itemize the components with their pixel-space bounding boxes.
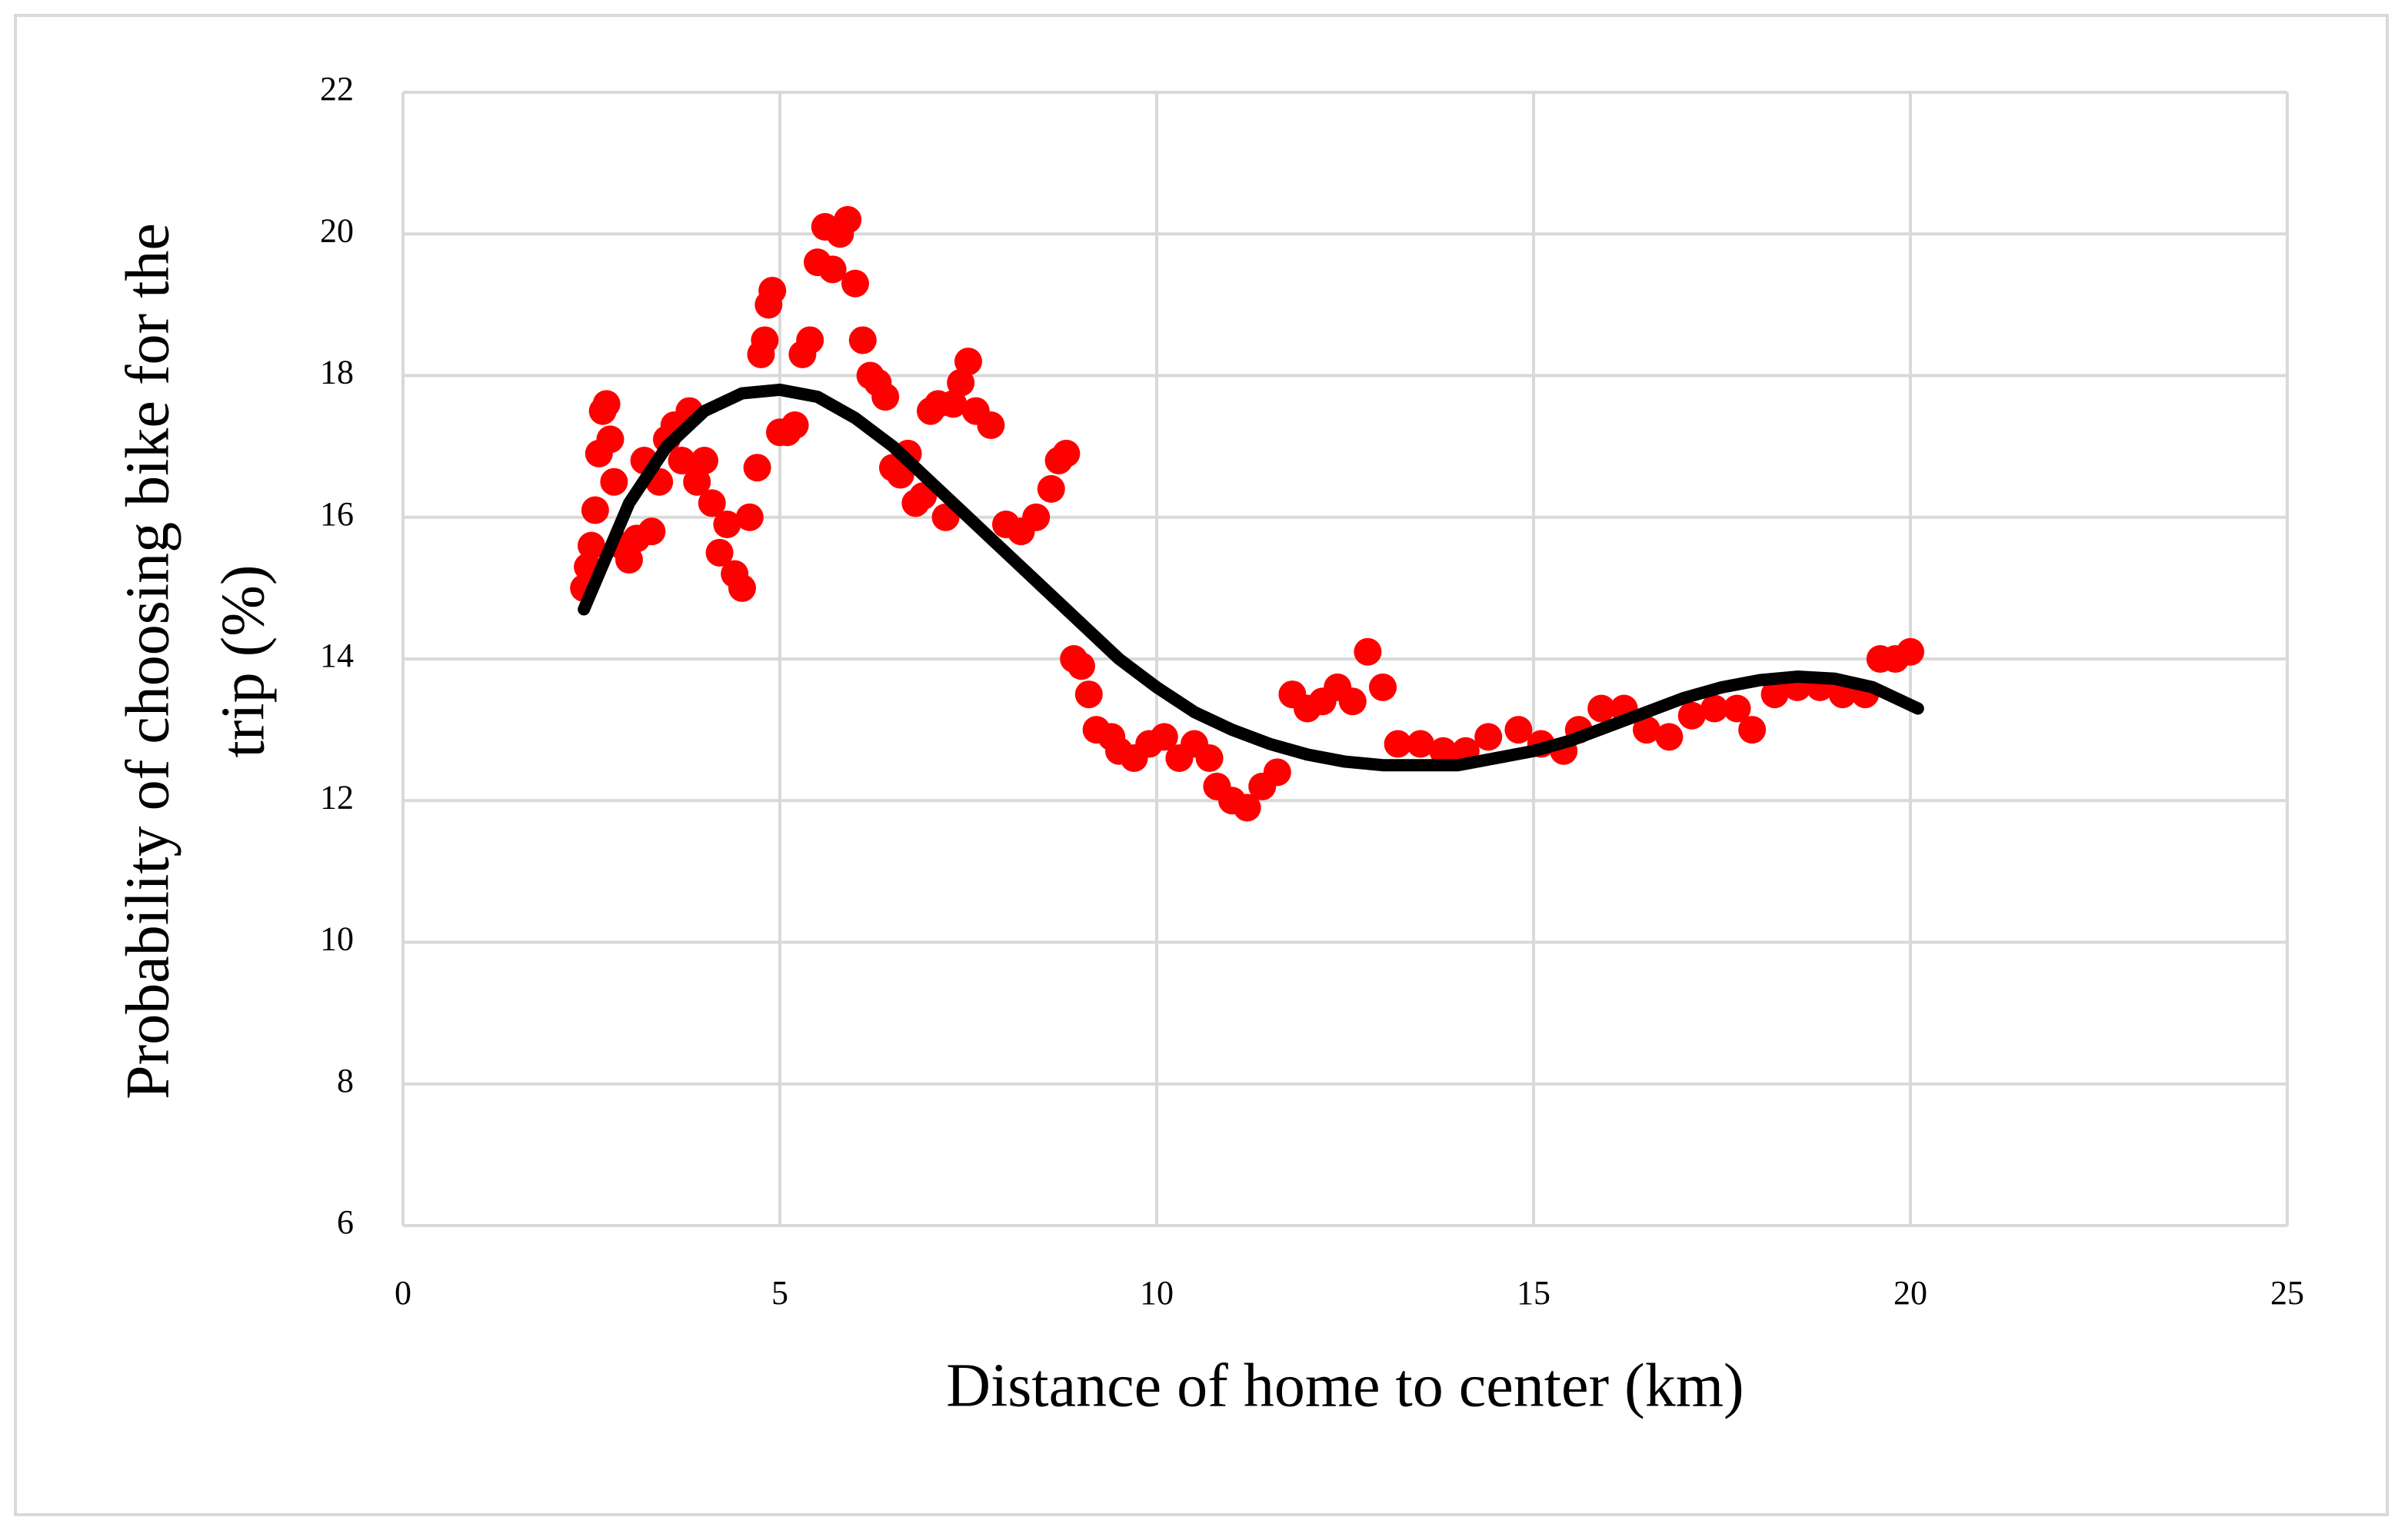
scatter-point: [939, 390, 968, 418]
scatter-point: [751, 326, 779, 354]
scatter-point: [1407, 730, 1434, 758]
scatter-point: [977, 411, 1005, 439]
scatter-point: [1723, 694, 1751, 723]
scatter-point: [683, 467, 711, 496]
scatter-point: [698, 489, 726, 517]
scatter-point: [691, 447, 718, 475]
scatter-point: [1052, 439, 1081, 467]
trend-line: [578, 383, 1924, 772]
x-tick-label: 0: [395, 1274, 411, 1312]
scatter-point: [1338, 687, 1367, 716]
scatter-point: [796, 326, 824, 354]
scatter-point: [1354, 637, 1382, 666]
scatter-point: [1633, 716, 1660, 744]
y-axis-title-line: Probability of choosing bike for the: [114, 223, 182, 1100]
scatter-point: [1067, 652, 1095, 680]
scatter-point: [728, 574, 756, 602]
scatter-point: [841, 269, 869, 298]
scatter-point: [1384, 730, 1412, 758]
scatter-point: [1474, 723, 1503, 751]
scatter-point: [596, 425, 624, 454]
y-tick-label: 12: [320, 778, 354, 816]
scatter-point: [1897, 637, 1924, 666]
scatter-point: [1738, 716, 1767, 744]
scatter-point: [615, 546, 643, 574]
scatter-point: [1233, 793, 1261, 822]
scatter-point: [1195, 744, 1224, 772]
y-tick-label: 16: [320, 495, 354, 533]
scatter-point: [1700, 694, 1729, 723]
marks: [570, 205, 1924, 822]
y-tick-label: 18: [320, 354, 354, 391]
scatter-point: [638, 517, 666, 546]
y-tick-label: 14: [320, 637, 354, 674]
scatter-point: [818, 255, 847, 284]
scatter-point: [1022, 503, 1051, 531]
scatter-point: [668, 447, 696, 475]
scatter-point: [735, 503, 764, 531]
scatter-point: [848, 326, 877, 354]
x-tick-label: 20: [1893, 1274, 1927, 1312]
scatter-point: [713, 510, 741, 538]
scatter-point: [1677, 701, 1706, 730]
scatter-point: [1760, 680, 1789, 709]
y-axis-title: Probability of choosing bike for the tri…: [114, 223, 277, 1100]
scatter-point: [600, 467, 628, 496]
scatter-point: [578, 531, 605, 560]
scatter-point: [592, 390, 621, 418]
scatter-point: [947, 368, 975, 397]
y-tick-label: 8: [337, 1062, 354, 1100]
scatter-point: [1504, 716, 1533, 744]
scatter-point: [1150, 723, 1178, 751]
y-axis-title-line: trip (%): [209, 564, 277, 757]
y-tick-label: 10: [320, 920, 354, 958]
scatter-point: [1369, 673, 1397, 701]
x-tick-label: 5: [771, 1274, 788, 1312]
scatter-point: [1263, 758, 1291, 787]
y-tick-label: 22: [320, 70, 354, 108]
x-tick-label: 15: [1517, 1274, 1550, 1312]
scatter-point: [743, 454, 771, 482]
scatter-point: [1655, 723, 1684, 751]
scatter-point: [581, 496, 609, 524]
scatter-point: [1037, 474, 1065, 503]
x-tick-label: 10: [1140, 1274, 1174, 1312]
y-tick-label: 6: [337, 1203, 354, 1241]
scatter-point: [758, 276, 787, 304]
scatter-point: [781, 411, 809, 439]
x-axis-title: Distance of home to center (km): [946, 1352, 1744, 1419]
scatter-point: [1587, 694, 1616, 723]
scatter-point: [834, 205, 862, 234]
x-tick-label: 25: [2270, 1274, 2304, 1312]
scatter-point: [705, 538, 734, 567]
scatter-point: [1429, 737, 1457, 765]
scatter-point: [871, 383, 900, 411]
scatter-point: [954, 348, 982, 376]
grid: [401, 91, 2289, 1227]
scatter-point: [1074, 680, 1103, 709]
y-tick-label: 20: [320, 211, 354, 249]
